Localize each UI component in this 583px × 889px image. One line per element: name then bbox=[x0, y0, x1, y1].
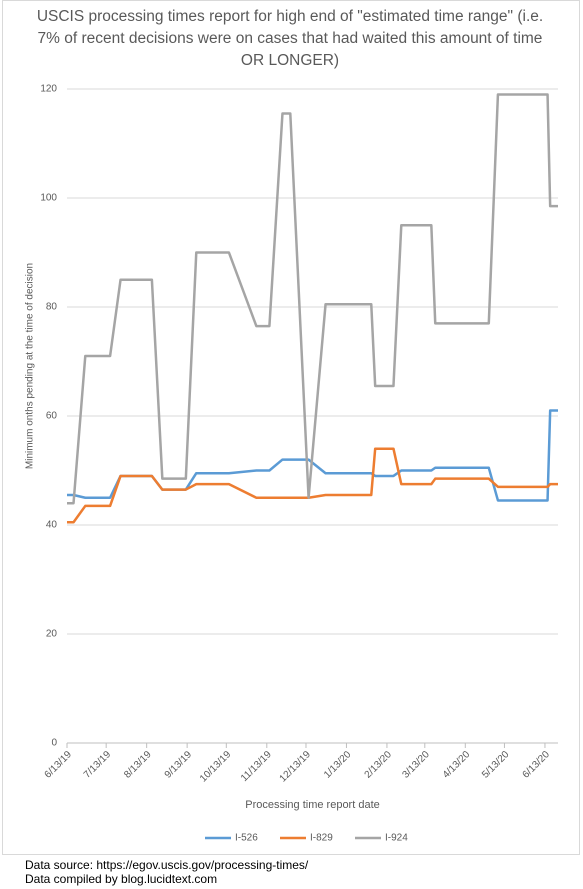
y-tick-label: 40 bbox=[46, 520, 58, 531]
y-tick-label: 120 bbox=[40, 84, 57, 95]
x-tick-label: 5/13/20 bbox=[480, 749, 512, 781]
x-tick-label: 9/13/19 bbox=[163, 749, 195, 781]
source-line: Data source: https://egov.uscis.gov/proc… bbox=[25, 858, 309, 872]
chart-title: USCIS processing times report for high e… bbox=[36, 8, 544, 69]
x-tick-label: 3/13/20 bbox=[400, 749, 432, 781]
x-tick-label: 10/13/19 bbox=[198, 749, 234, 785]
series-line bbox=[67, 447, 558, 524]
x-tick-label: 6/13/20 bbox=[521, 749, 553, 781]
chart-frame bbox=[2, 0, 580, 855]
legend-label: I-526 bbox=[235, 833, 258, 844]
legend-label: I-924 bbox=[385, 833, 408, 844]
x-tick-label: 2/13/20 bbox=[363, 749, 395, 781]
source-notes: Data source: https://egov.uscis.gov/proc… bbox=[25, 858, 308, 886]
y-tick-label: 80 bbox=[46, 302, 58, 313]
x-tick-label: 8/13/19 bbox=[122, 749, 154, 781]
x-axis-label: Processing time report date bbox=[245, 799, 380, 811]
x-tick-label: 7/13/19 bbox=[82, 749, 114, 781]
y-tick-label: 20 bbox=[46, 629, 58, 640]
y-tick-label: 100 bbox=[40, 193, 57, 204]
y-tick-label: 60 bbox=[46, 411, 58, 422]
y-axis-label: Minimum onths pending at the time of dec… bbox=[25, 263, 36, 469]
y-tick-label: 0 bbox=[51, 738, 57, 749]
series-line bbox=[67, 93, 558, 505]
x-tick-label: 6/13/19 bbox=[43, 749, 75, 781]
source-line: Data compiled by blog.lucidtext.com bbox=[25, 872, 218, 886]
legend-label: I-829 bbox=[310, 833, 333, 844]
x-tick-label: 12/13/19 bbox=[278, 749, 314, 785]
x-tick-label: 11/13/19 bbox=[239, 749, 274, 784]
x-tick-label: 1/13/20 bbox=[322, 749, 354, 781]
x-tick-label: 4/13/20 bbox=[441, 749, 473, 781]
